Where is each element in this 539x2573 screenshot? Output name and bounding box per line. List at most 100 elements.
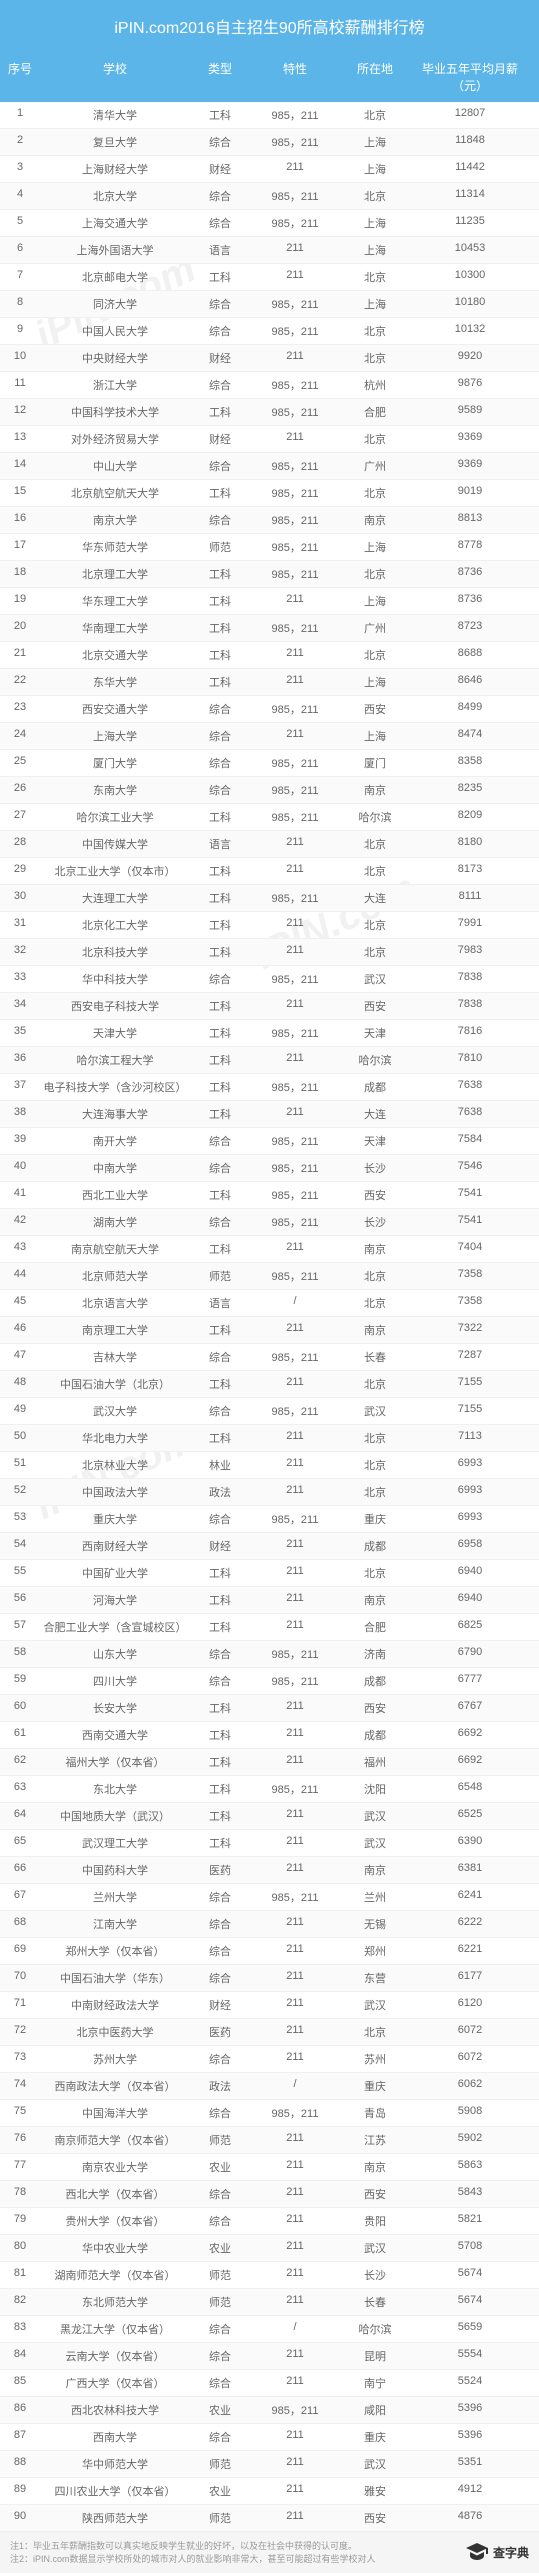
cell-rank: 86 <box>0 2402 40 2418</box>
cell-salary: 4876 <box>410 2510 530 2526</box>
cell-feature: 211 <box>250 1052 340 1068</box>
cell-feature: 211 <box>250 2213 340 2229</box>
cell-feature: 985，211 <box>250 539 340 555</box>
cell-school: 中国石油大学（北京） <box>40 1376 190 1392</box>
cell-salary: 5351 <box>410 2456 530 2472</box>
cell-school: 复旦大学 <box>40 134 190 150</box>
cell-rank: 56 <box>0 1592 40 1608</box>
cell-type: 综合 <box>190 458 250 474</box>
cell-feature: 985，211 <box>250 2105 340 2121</box>
cell-rank: 81 <box>0 2267 40 2283</box>
cell-type: 工科 <box>190 485 250 501</box>
cell-salary: 8813 <box>410 512 530 528</box>
table-row: 74西南政法大学（仅本省）政法/重庆6062 <box>0 2073 539 2100</box>
cell-location: 上海 <box>340 539 410 555</box>
cell-rank: 6 <box>0 242 40 258</box>
cell-salary: 5524 <box>410 2375 530 2391</box>
cell-rank: 10 <box>0 350 40 366</box>
cell-school: 上海财经大学 <box>40 161 190 177</box>
cell-type: 综合 <box>190 2375 250 2391</box>
cell-location: 武汉 <box>340 1835 410 1851</box>
table-row: 10中央财经大学财经211北京9920 <box>0 345 539 372</box>
table-row: 33华中科技大学综合985，211武汉7838 <box>0 966 539 993</box>
cell-type: 语言 <box>190 1295 250 1311</box>
table-row: 69郑州大学（仅本省）综合211郑州6221 <box>0 1938 539 1965</box>
cell-school: 中国石油大学（华东） <box>40 1970 190 1986</box>
cell-salary: 5908 <box>410 2105 530 2121</box>
cell-type: 政法 <box>190 1484 250 1500</box>
cell-type: 综合 <box>190 782 250 798</box>
header-feature: 特性 <box>250 60 340 94</box>
cell-salary: 8358 <box>410 755 530 771</box>
cell-location: 合肥 <box>340 404 410 420</box>
cell-rank: 32 <box>0 944 40 960</box>
table-row: 50华北电力大学工科211北京7113 <box>0 1425 539 1452</box>
cell-type: 综合 <box>190 323 250 339</box>
cell-rank: 43 <box>0 1241 40 1257</box>
cell-feature: 985，211 <box>250 1781 340 1797</box>
cell-location: 武汉 <box>340 1997 410 2013</box>
table-row: 14中山大学综合985，211广州9369 <box>0 453 539 480</box>
cell-school: 中国政法大学 <box>40 1484 190 1500</box>
cell-school: 中国药科大学 <box>40 1862 190 1878</box>
cell-salary: 8180 <box>410 836 530 852</box>
cell-school: 北京语言大学 <box>40 1295 190 1311</box>
table-row: 45北京语言大学语言/北京7358 <box>0 1290 539 1317</box>
cell-school: 北京化工大学 <box>40 917 190 933</box>
cell-school: 北京交通大学 <box>40 647 190 663</box>
cell-feature: 985，211 <box>250 890 340 906</box>
cell-school: 重庆大学 <box>40 1511 190 1527</box>
cell-feature: 985，211 <box>250 107 340 123</box>
cell-rank: 52 <box>0 1484 40 1500</box>
cell-school: 西安交通大学 <box>40 701 190 717</box>
cell-feature: 211 <box>250 674 340 690</box>
cell-salary: 6692 <box>410 1727 530 1743</box>
cell-feature: 985，211 <box>250 404 340 420</box>
cell-feature: 211 <box>250 2429 340 2445</box>
cell-school: 中南财经政法大学 <box>40 1997 190 2013</box>
cell-rank: 59 <box>0 1673 40 1689</box>
cell-school: 大连海事大学 <box>40 1106 190 1122</box>
cell-location: 成都 <box>340 1673 410 1689</box>
cell-salary: 7404 <box>410 1241 530 1257</box>
cell-salary: 6993 <box>410 1484 530 1500</box>
cell-salary: 6777 <box>410 1673 530 1689</box>
cell-location: 上海 <box>340 296 410 312</box>
cell-location: 西安 <box>340 998 410 1014</box>
cell-location: 哈尔滨 <box>340 1052 410 1068</box>
cell-type: 工科 <box>190 593 250 609</box>
cell-feature: 211 <box>250 1916 340 1932</box>
cell-school: 西北大学（仅本省） <box>40 2186 190 2202</box>
cell-school: 南京师范大学（仅本省） <box>40 2132 190 2148</box>
cell-school: 华中农业大学 <box>40 2240 190 2256</box>
cell-school: 福州大学（仅本省） <box>40 1754 190 1770</box>
cell-type: 工科 <box>190 1808 250 1824</box>
cell-location: 重庆 <box>340 2078 410 2094</box>
cell-feature: 211 <box>250 1457 340 1473</box>
cell-location: 上海 <box>340 215 410 231</box>
cell-feature: 211 <box>250 1565 340 1581</box>
cell-type: 综合 <box>190 1214 250 1230</box>
cell-feature: 211 <box>250 1322 340 1338</box>
table-row: 31北京化工大学工科211北京7991 <box>0 912 539 939</box>
cell-location: 杭州 <box>340 377 410 393</box>
cell-salary: 8778 <box>410 539 530 555</box>
cell-school: 哈尔滨工程大学 <box>40 1052 190 1068</box>
table-row: 83黑龙江大学（仅本省）综合/哈尔滨5659 <box>0 2316 539 2343</box>
table-row: 4北京大学综合985，211北京11314 <box>0 183 539 210</box>
cell-school: 四川大学 <box>40 1673 190 1689</box>
cell-school: 华中师范大学 <box>40 2456 190 2472</box>
cell-type: 综合 <box>190 701 250 717</box>
cell-rank: 69 <box>0 1943 40 1959</box>
cell-type: 综合 <box>190 2321 250 2337</box>
cell-rank: 88 <box>0 2456 40 2472</box>
cell-salary: 7638 <box>410 1079 530 1095</box>
cell-salary: 6825 <box>410 1619 530 1635</box>
cell-rank: 47 <box>0 1349 40 1365</box>
table-row: 27哈尔滨工业大学工科985，211哈尔滨8209 <box>0 804 539 831</box>
cell-type: 语言 <box>190 242 250 258</box>
table-row: 32北京科技大学工科211北京7983 <box>0 939 539 966</box>
table-row: 30大连理工大学工科985，211大连8111 <box>0 885 539 912</box>
table-row: 22东华大学工科211上海8646 <box>0 669 539 696</box>
cell-feature: 985，211 <box>250 1025 340 1041</box>
